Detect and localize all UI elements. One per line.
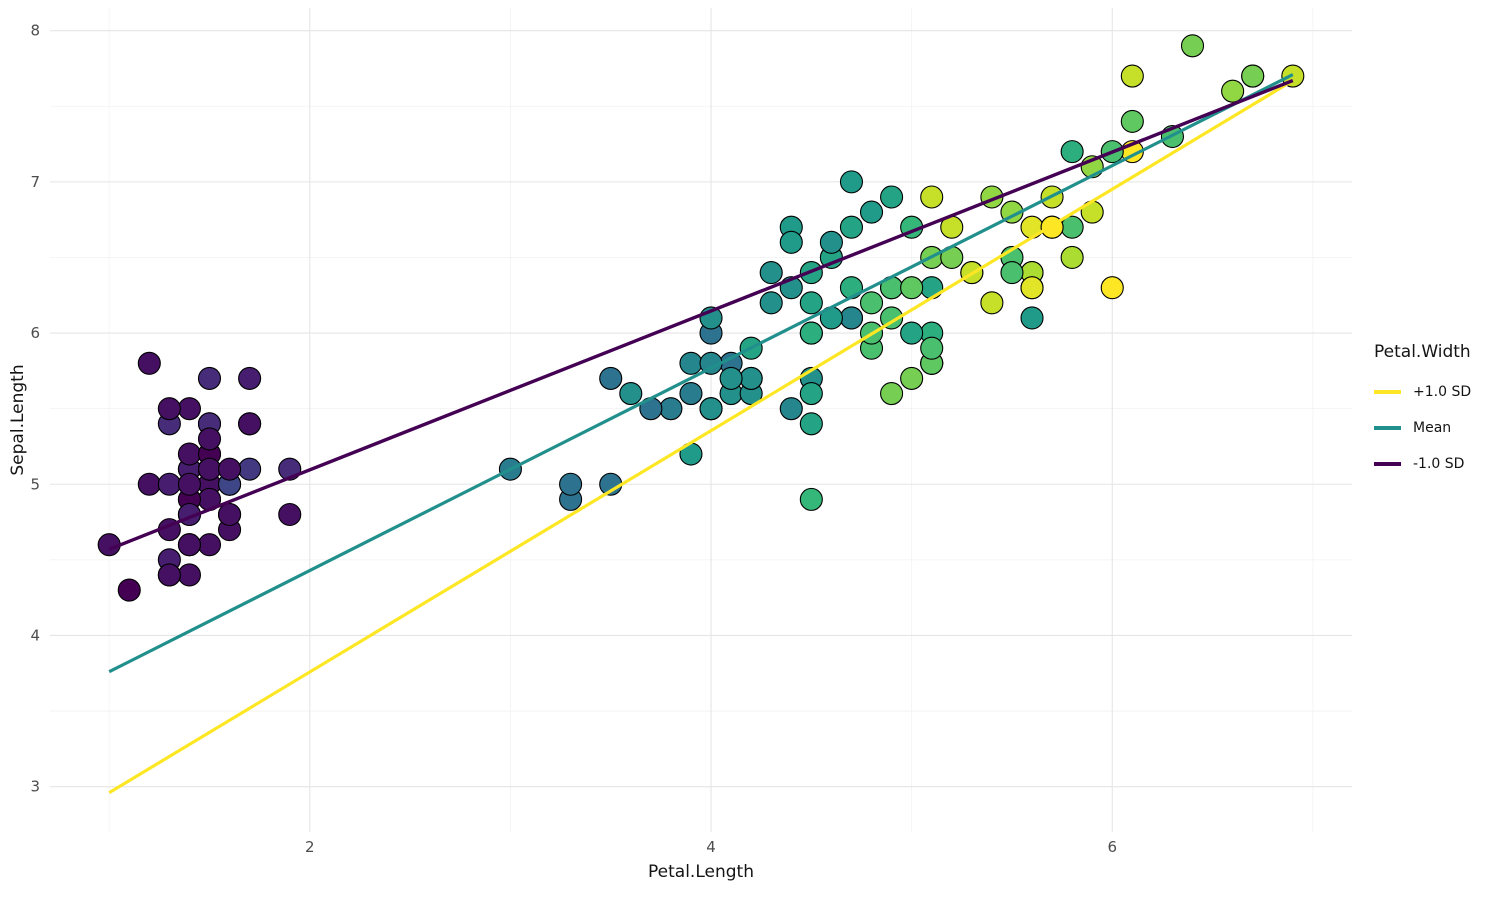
x-axis-title: Petal.Length <box>648 862 754 882</box>
data-point <box>197 457 222 481</box>
data-point <box>157 397 181 421</box>
trend-line--1-0-sd <box>108 78 1294 551</box>
data-point <box>779 230 803 254</box>
data-point <box>1020 276 1044 300</box>
data-point <box>177 397 201 421</box>
data-point <box>799 291 823 315</box>
y-tick-label: 6 <box>30 324 40 342</box>
data-point <box>197 366 222 390</box>
legend-entry-label: +1.0 SD <box>1413 384 1472 400</box>
data-point <box>137 351 161 375</box>
data-point <box>980 291 1004 315</box>
data-point <box>759 261 783 285</box>
data-point <box>1020 306 1044 330</box>
y-tick-label: 3 <box>30 778 40 796</box>
data-point <box>799 487 823 511</box>
legend-line-swatch <box>1374 390 1401 394</box>
data-point <box>619 381 643 406</box>
legend-entry: +1.0 SD <box>1374 374 1512 410</box>
data-point <box>278 502 302 527</box>
data-point <box>1120 109 1144 133</box>
data-point <box>197 427 222 451</box>
data-point <box>920 336 944 360</box>
data-point <box>137 472 161 496</box>
data-point <box>799 412 823 436</box>
y-tick-label: 5 <box>30 475 40 493</box>
data-point <box>599 366 623 390</box>
legend-entry-label: -1.0 SD <box>1413 456 1465 472</box>
data-point <box>900 276 924 300</box>
data-point <box>659 397 683 421</box>
legend-entry: -1.0 SD <box>1374 446 1512 482</box>
data-point <box>117 578 141 602</box>
y-tick-label: 8 <box>30 22 40 40</box>
data-point <box>759 291 783 315</box>
data-point <box>920 185 944 209</box>
x-tick-label: 2 <box>305 838 315 856</box>
trend-line--1-0-sd <box>108 79 1294 795</box>
legend-entry: Mean <box>1374 410 1512 446</box>
data-point <box>779 397 803 421</box>
data-point <box>880 381 904 406</box>
data-point <box>839 306 864 330</box>
legend: Petal.Width +1.0 SD Mean -1.0 SD <box>1374 342 1512 482</box>
y-tick-label: 4 <box>30 626 40 644</box>
data-point <box>799 381 823 406</box>
data-point <box>839 170 864 194</box>
data-point <box>177 533 201 557</box>
legend-entry-label: Mean <box>1413 420 1452 436</box>
x-tick-label: 4 <box>706 838 716 856</box>
legend-line-swatch <box>1374 426 1401 430</box>
data-point <box>920 276 944 300</box>
data-point <box>799 321 823 345</box>
data-point <box>1060 245 1084 270</box>
data-point <box>238 457 262 481</box>
data-point <box>880 185 904 209</box>
data-point <box>1060 140 1084 164</box>
data-point <box>819 230 843 254</box>
data-point <box>859 291 884 315</box>
data-point <box>1221 79 1245 103</box>
data-point <box>177 472 201 496</box>
data-point <box>238 366 262 390</box>
data-point <box>177 563 201 587</box>
data-point <box>218 457 242 481</box>
data-point <box>739 366 763 390</box>
data-point <box>859 200 884 224</box>
data-point <box>157 472 181 496</box>
data-point <box>719 366 743 390</box>
legend-line-swatch <box>1374 462 1401 466</box>
x-tick-label: 6 <box>1107 838 1117 856</box>
data-point <box>559 472 583 496</box>
y-tick-label: 7 <box>30 173 40 191</box>
data-point <box>1020 215 1044 239</box>
data-point <box>900 366 924 390</box>
data-point <box>839 276 864 300</box>
data-point <box>177 442 201 466</box>
data-point <box>197 533 222 557</box>
legend-entries: +1.0 SD Mean -1.0 SD <box>1374 374 1512 482</box>
data-point <box>1100 276 1124 300</box>
data-point <box>1241 64 1265 88</box>
trend-line-mean <box>108 73 1294 674</box>
data-point <box>1120 64 1144 88</box>
data-point <box>218 502 242 527</box>
data-point <box>1180 34 1205 58</box>
data-point <box>679 381 703 406</box>
data-point <box>839 215 864 239</box>
data-point <box>679 351 703 375</box>
y-axis-title: Sepal.Length <box>8 364 28 476</box>
data-point <box>900 321 924 345</box>
data-point <box>699 397 723 421</box>
legend-title: Petal.Width <box>1374 342 1471 362</box>
data-point <box>238 412 262 436</box>
data-point <box>1000 261 1024 285</box>
data-point <box>157 563 181 587</box>
